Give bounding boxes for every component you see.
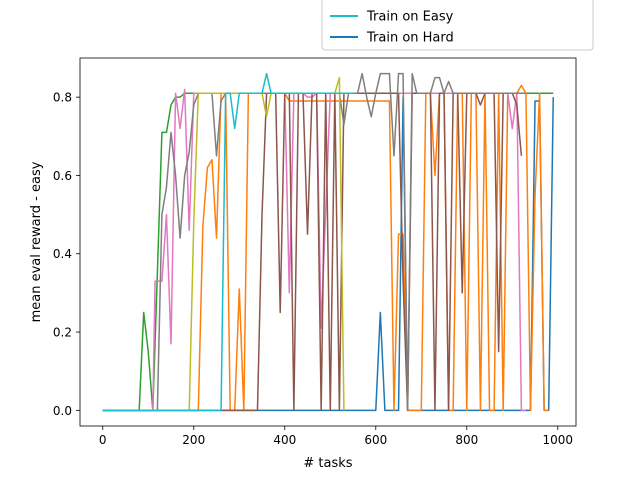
legend: Train on Easy Train on Hard xyxy=(321,0,594,51)
series-layer xyxy=(102,72,554,412)
legend-label-easy: Train on Easy xyxy=(366,10,454,25)
legend-label-hard: Train on Hard xyxy=(366,31,454,46)
y-tick-label: 0.4 xyxy=(53,247,72,261)
x-tick-label: 0 xyxy=(99,433,107,447)
x-axis-ticks: 0 200 400 600 800 1000 xyxy=(99,426,573,447)
x-tick-label: 1000 xyxy=(543,433,574,447)
x-tick-label: 200 xyxy=(182,433,205,447)
series-line-4 xyxy=(102,92,523,412)
y-tick-label: 0.8 xyxy=(53,91,72,105)
y-tick-label: 0.2 xyxy=(53,326,72,340)
y-tick-label: 0.6 xyxy=(53,169,72,183)
x-tick-label: 800 xyxy=(455,433,478,447)
y-axis-label: mean eval reward - easy xyxy=(29,161,44,322)
y-tick-label: 0.0 xyxy=(53,404,72,418)
x-axis-label: # tasks xyxy=(303,456,352,471)
x-tick-label: 400 xyxy=(273,433,296,447)
legend-box xyxy=(321,0,594,51)
series-line-7 xyxy=(102,72,354,412)
x-tick-label: 600 xyxy=(364,433,387,447)
y-axis-ticks: 0.0 0.2 0.4 0.6 0.8 xyxy=(53,91,80,418)
plot-frame xyxy=(79,57,577,427)
